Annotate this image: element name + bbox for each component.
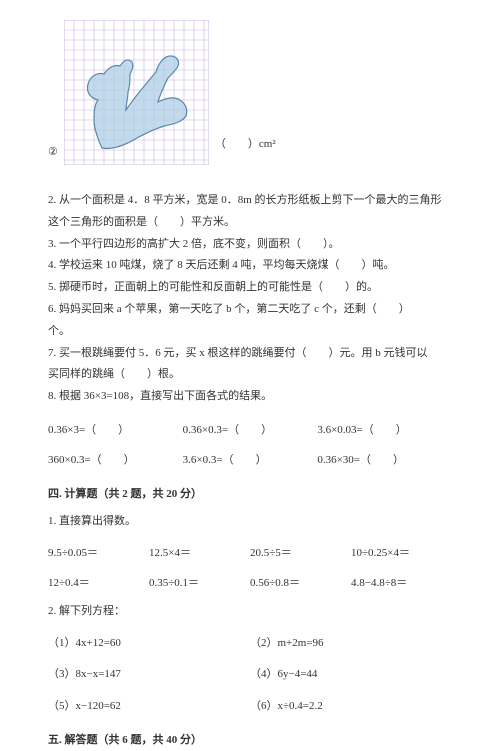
q8-cell: 3.6×0.3=（ ） <box>183 451 318 471</box>
figure-label: ② <box>48 143 58 165</box>
q8-cell: 0.36×0.3=（ ） <box>183 421 318 441</box>
grid-figure: ② （ ）cm² <box>48 20 452 165</box>
s4-q1-cell: 12.5×4＝ <box>149 544 250 564</box>
s4-q1-cell: 4.8−4.8÷8＝ <box>351 574 452 594</box>
s4-q1-cell: 20.5÷5＝ <box>250 544 351 564</box>
s4-q1-row: 9.5÷0.05＝12.5×4＝20.5÷5＝10÷0.25×4＝ <box>48 544 452 564</box>
section4-heading: 四. 计算题（共 2 题，共 20 分） <box>48 485 452 505</box>
q8-cell: 0.36×3=（ ） <box>48 421 183 441</box>
grid-svg <box>64 20 209 165</box>
eq-cell: （1）4x+12=60 <box>48 634 250 654</box>
s4-eq-rows: （1）4x+12=60（2）m+2m=96（3）8x−x=147（4）6y−4=… <box>48 634 452 717</box>
s4-q1-cell: 12÷0.4＝ <box>48 574 149 594</box>
eq-cell: （5）x−120=62 <box>48 697 250 717</box>
q7-line1: 7. 买一根跳绳要付 5．6 元，买 x 根这样的跳绳要付（ ）元。用 b 元钱… <box>48 344 452 364</box>
s4-q2-label: 2. 解下列方程： <box>48 602 452 622</box>
q8-row: 0.36×3=（ ）0.36×0.3=（ ）3.6×0.03=（ ） <box>48 421 452 441</box>
q2-line2: 这个三角形的面积是（ ）平方米。 <box>48 213 452 233</box>
eq-cell: （3）8x−x=147 <box>48 665 250 685</box>
eq-row: （1）4x+12=60（2）m+2m=96 <box>48 634 452 654</box>
eq-row: （5）x−120=62（6）x÷0.4=2.2 <box>48 697 452 717</box>
figure-unit: （ ）cm² <box>215 135 276 165</box>
eq-cell: （2）m+2m=96 <box>250 634 452 654</box>
s4-q1-rows: 9.5÷0.05＝12.5×4＝20.5÷5＝10÷0.25×4＝ 12÷0.4＝… <box>48 544 452 594</box>
q4: 4. 学校运来 10 吨煤，烧了 8 天后还剩 4 吨，平均每天烧煤（ ）吨。 <box>48 256 452 276</box>
s4-q1-cell: 9.5÷0.05＝ <box>48 544 149 564</box>
q6-line2: 个。 <box>48 322 452 342</box>
section5-heading: 五. 解答题（共 6 题，共 40 分） <box>48 731 452 751</box>
q8-cell: 0.36×30=（ ） <box>317 451 452 471</box>
s4-q1-row: 12÷0.4＝0.35÷0.1＝0.56÷0.8＝4.8−4.8÷8＝ <box>48 574 452 594</box>
q3: 3. 一个平行四边形的高扩大 2 倍，底不变，则面积（ ）。 <box>48 235 452 255</box>
q6-line1: 6. 妈妈买回来 a 个苹果，第一天吃了 b 个，第二天吃了 c 个，还剩（ ） <box>48 300 452 320</box>
q7-line2: 买同样的跳绳（ ）根。 <box>48 365 452 385</box>
s4-q1-label: 1. 直接算出得数。 <box>48 512 452 532</box>
eq-row: （3）8x−x=147（4）6y−4=44 <box>48 665 452 685</box>
q2-line1: 2. 从一个面积是 4．8 平方米，宽是 0．8m 的长方形纸板上剪下一个最大的… <box>48 191 452 211</box>
s4-q1-cell: 0.56÷0.8＝ <box>250 574 351 594</box>
q5: 5. 掷硬币时，正面朝上的可能性和反面朝上的可能性是（ ）的。 <box>48 278 452 298</box>
s4-q1-cell: 10÷0.25×4＝ <box>351 544 452 564</box>
q8-rows: 0.36×3=（ ）0.36×0.3=（ ）3.6×0.03=（ ） 360×0.… <box>48 421 452 471</box>
figure-row: ② （ ）cm² <box>48 20 452 165</box>
s4-q1-cell: 0.35÷0.1＝ <box>149 574 250 594</box>
eq-cell: （6）x÷0.4=2.2 <box>250 697 452 717</box>
q8-row: 360×0.3=（ ）3.6×0.3=（ ）0.36×30=（ ） <box>48 451 452 471</box>
q8: 8. 根据 36×3=108，直接写出下面各式的结果。 <box>48 387 452 407</box>
q8-cell: 3.6×0.03=（ ） <box>317 421 452 441</box>
q8-cell: 360×0.3=（ ） <box>48 451 183 471</box>
eq-cell: （4）6y−4=44 <box>250 665 452 685</box>
